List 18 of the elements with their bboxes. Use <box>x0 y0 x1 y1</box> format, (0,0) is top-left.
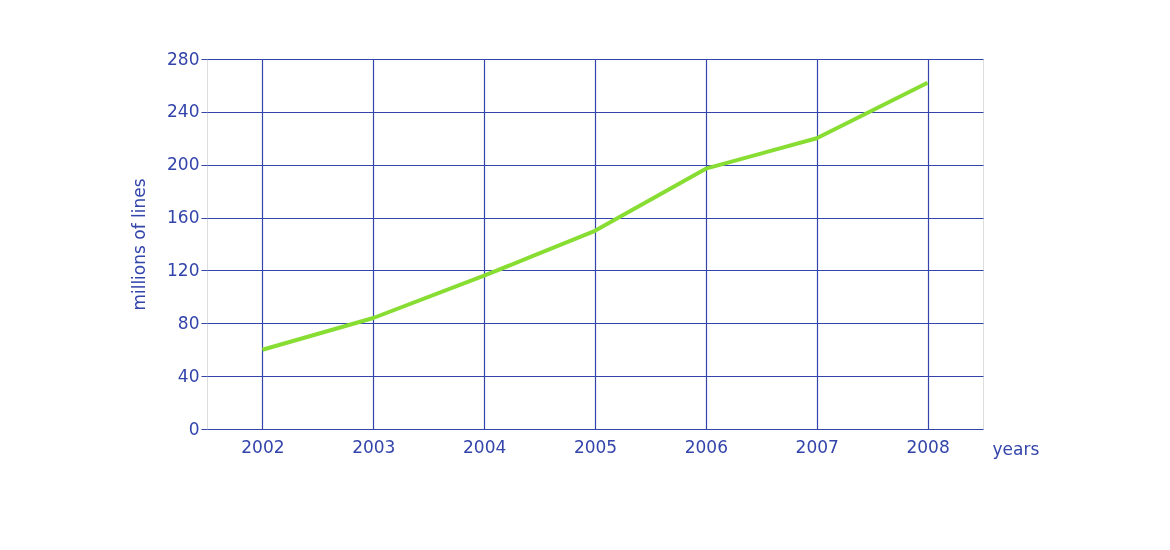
y-tick-label: 80 <box>177 312 200 333</box>
x-tick-label: 2006 <box>684 436 728 457</box>
y-tick-label: 40 <box>177 365 200 386</box>
y-tick-label: 160 <box>167 207 200 228</box>
y-axis-title: millions of lines <box>129 178 150 311</box>
x-tick-label: 2008 <box>906 436 950 457</box>
x-tick-label: 2003 <box>352 436 396 457</box>
y-tick-label: 280 <box>167 48 200 69</box>
x-tick-label: 2005 <box>573 436 618 457</box>
x-axis-title: years <box>992 438 1040 459</box>
y-tick-label: 120 <box>167 259 200 280</box>
y-tick-label: 240 <box>167 101 200 122</box>
y-tick-label: 0 <box>188 418 200 439</box>
x-tick-label: 2002 <box>241 436 285 457</box>
x-tick-label: 2007 <box>795 436 839 457</box>
y-tick-label: 200 <box>167 154 200 175</box>
x-tick-label: 2004 <box>463 436 507 457</box>
line-series <box>260 80 930 352</box>
